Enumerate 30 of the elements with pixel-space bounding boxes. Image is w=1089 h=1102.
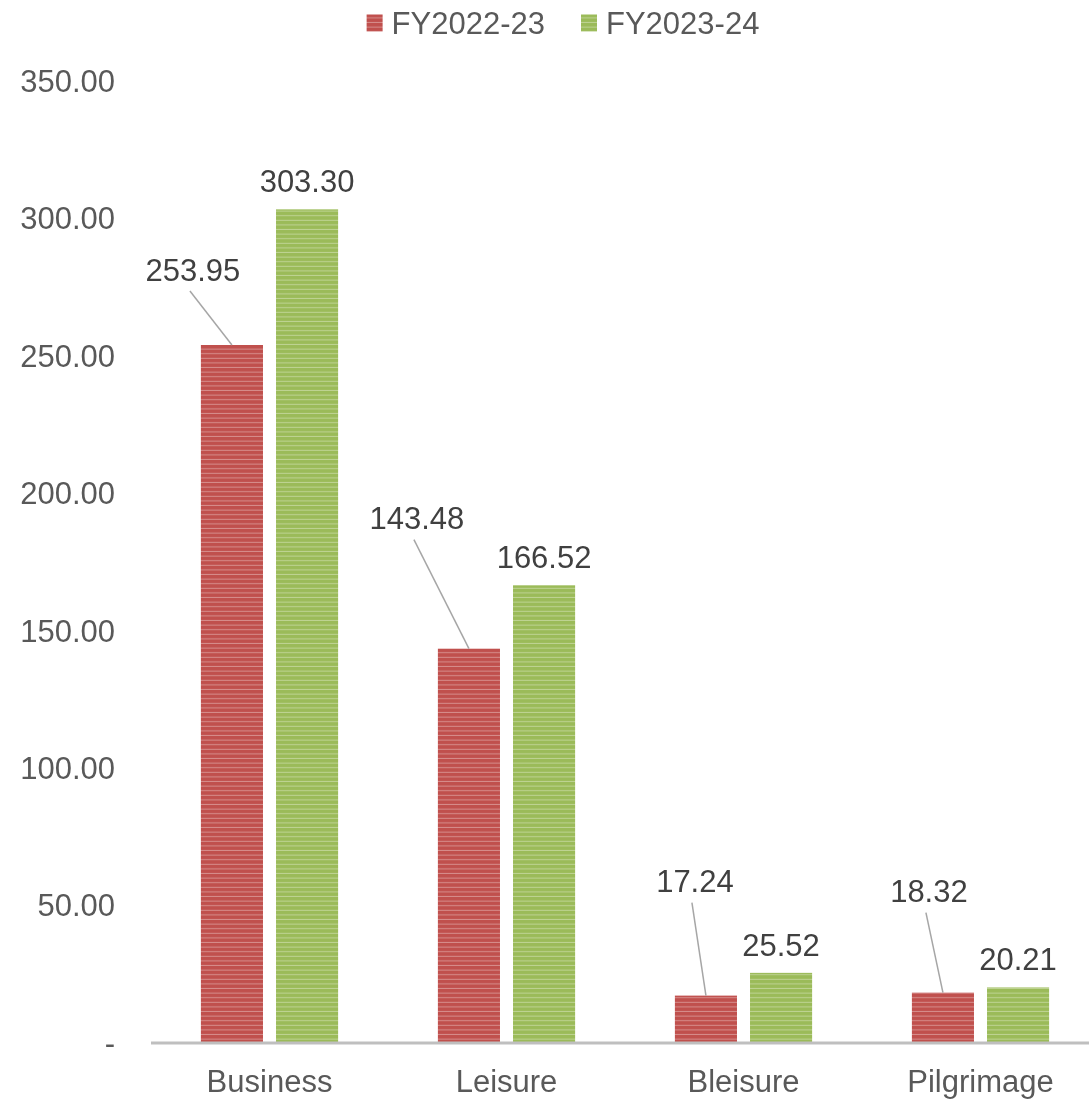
bar bbox=[200, 345, 263, 1043]
data-label: 18.32 bbox=[890, 874, 968, 910]
y-tick-label: 50.00 bbox=[37, 888, 115, 924]
data-label: 166.52 bbox=[496, 540, 592, 576]
x-tick-label: Business bbox=[206, 1064, 333, 1099]
bar bbox=[987, 987, 1050, 1043]
y-tick-label: 200.00 bbox=[20, 476, 115, 512]
y-tick-label: 250.00 bbox=[20, 338, 115, 374]
legend-label: FY2022-23 bbox=[391, 5, 546, 41]
x-tick-label: Leisure bbox=[455, 1064, 558, 1099]
data-label: 143.48 bbox=[369, 501, 465, 537]
data-label: 25.52 bbox=[742, 927, 820, 963]
data-label: 253.95 bbox=[145, 252, 241, 288]
bar bbox=[750, 972, 813, 1043]
y-tick-label: 300.00 bbox=[20, 201, 115, 237]
bar bbox=[911, 992, 974, 1043]
data-label: 17.24 bbox=[656, 864, 734, 900]
bar bbox=[674, 995, 737, 1043]
data-label: 20.21 bbox=[979, 942, 1057, 978]
legend-label: FY2023-24 bbox=[606, 5, 760, 41]
y-tick-label: 350.00 bbox=[20, 63, 115, 99]
y-tick-label: 100.00 bbox=[20, 750, 115, 786]
y-tick-label: - bbox=[104, 1025, 115, 1061]
x-tick-label: Bleisure bbox=[687, 1064, 800, 1099]
y-tick-label: 150.00 bbox=[20, 613, 115, 649]
x-tick-label: Pilgrimage bbox=[907, 1064, 1054, 1099]
data-label: 303.30 bbox=[259, 164, 355, 200]
bar bbox=[437, 648, 500, 1043]
bar bbox=[276, 209, 339, 1043]
bar bbox=[513, 585, 576, 1043]
